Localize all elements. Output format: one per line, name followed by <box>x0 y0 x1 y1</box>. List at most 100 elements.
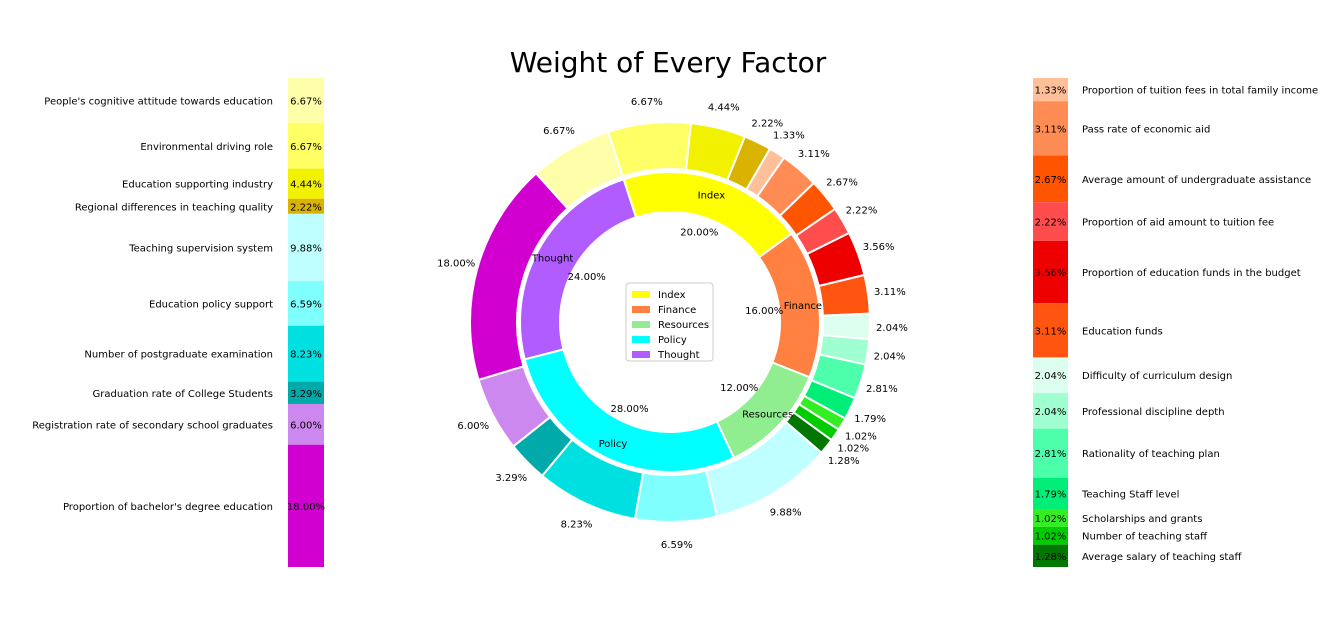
left-bar-segment-regional-differences-in-teaching-quality <box>288 198 324 214</box>
left-bar-name-label: Environmental driving role <box>140 142 273 153</box>
outer-pct-label: 4.44% <box>708 103 740 114</box>
inner-name-label: Finance <box>784 301 822 312</box>
left-bar-segment-registration-rate-of-secondary-school-graduates <box>288 403 324 445</box>
inner-pct-label: 24.00% <box>568 272 606 283</box>
outer-pct-label: 1.33% <box>773 131 805 142</box>
legend-entry-thought: Thought <box>657 350 700 361</box>
right-bar-pct-label: 2.22% <box>1035 218 1067 229</box>
outer-pct-label: 6.59% <box>661 540 693 551</box>
outer-pct-label: 3.56% <box>863 242 895 253</box>
left-bar-name-label: Regional differences in teaching quality <box>75 202 273 213</box>
right-bar-name-label: Scholarships and grants <box>1082 514 1202 525</box>
inner-name-label: Thought <box>531 253 574 264</box>
inner-slice-thought <box>519 178 638 361</box>
legend-entry-index: Index <box>658 290 686 301</box>
right-bar-segment-rationality-of-teaching-plan <box>1033 428 1068 478</box>
right-bar-segment-average-salary-of-teaching-staff <box>1033 544 1068 567</box>
outer-pct-label: 18.00% <box>437 258 475 269</box>
right-bar-segment-number-of-teaching-staff <box>1033 526 1068 545</box>
outer-pct-label: 1.02% <box>837 443 869 454</box>
right-bar-name-label: Average salary of teaching staff <box>1082 552 1242 563</box>
left-bar-name-label: Teaching supervision system <box>128 243 273 254</box>
outer-ring: 6.67% 4.44% 2.22% 1.33% 3.11% 2.67% 2.22% 3.56%… <box>437 97 908 551</box>
right-bar-name-label: Difficulty of curriculum design <box>1082 371 1232 382</box>
left-bar-pct-label: 6.00% <box>290 420 322 431</box>
right-bar-name-label: Education funds <box>1082 326 1163 337</box>
outer-pct-label: 2.67% <box>826 178 858 189</box>
left-bar-name-label: Graduation rate of College Students <box>92 389 273 400</box>
right-bar-segment-difficulty-of-curriculum-design <box>1033 357 1068 394</box>
left-bar-segment-education-policy-support <box>288 280 324 326</box>
right-bar-pct-label: 3.11% <box>1035 326 1067 337</box>
right-bar-name-label: Number of teaching staff <box>1082 532 1208 543</box>
right-bar-pct-label: 1.79% <box>1035 489 1067 500</box>
right-bar-name-label: Average amount of undergraduate assistan… <box>1082 175 1311 186</box>
inner-pct-label: 12.00% <box>720 383 758 394</box>
legend-entry-resources: Resources <box>658 320 709 331</box>
left-bar-segment-education-supporting-industry <box>288 168 324 199</box>
right-bar-segment-proportion-of-tuition-fees-in-total-family-income <box>1033 78 1068 102</box>
right-bar-segment-education-funds <box>1033 303 1068 358</box>
left-bar-name-label: People's cognitive attitude towards educ… <box>44 97 273 108</box>
right-bar-pct-label: 1.33% <box>1035 86 1067 97</box>
right-bar-segment-pass-rate-of-economic-aid <box>1033 101 1068 156</box>
outer-pct-label: 6.67% <box>543 126 575 137</box>
legend-swatch-policy <box>632 336 650 343</box>
outer-pct-label: 9.88% <box>770 507 802 518</box>
right-bar-pct-label: 2.81% <box>1035 449 1067 460</box>
left-stacked-bar: 6.67% People's cognitive attitude towards… <box>32 78 325 567</box>
outer-pct-label: 1.28% <box>828 456 860 467</box>
chart-title: Weight of Every Factor <box>510 46 827 79</box>
left-bar-segment-graduation-rate-of-college-students <box>288 381 324 404</box>
outer-pct-label: 2.22% <box>751 118 783 129</box>
left-bar-pct-label: 6.67% <box>290 97 322 108</box>
inner-pct-label: 20.00% <box>680 228 718 239</box>
left-bar-pct-label: 6.59% <box>290 299 322 310</box>
right-bar-segment-average-amount-of-undergraduate-assistance <box>1033 155 1068 203</box>
outer-pct-label: 6.00% <box>457 421 489 432</box>
right-bar-name-label: Proportion of tuition fees in total fami… <box>1082 86 1318 97</box>
left-bar-name-label: Education supporting industry <box>122 180 273 191</box>
outer-slice-people-s-cognitive-attitude-towards-education <box>534 130 624 210</box>
right-bar-pct-label: 3.11% <box>1035 124 1067 135</box>
left-bar-name-label: Proportion of bachelor's degree educatio… <box>63 502 273 513</box>
left-bar-name-label: Registration rate of secondary school gr… <box>32 420 273 431</box>
outer-pct-label: 3.11% <box>874 287 906 298</box>
left-bar-pct-label: 6.67% <box>290 142 322 153</box>
left-bar-segment-environmental-driving-role <box>288 123 324 169</box>
inner-pct-label: 16.00% <box>745 306 783 317</box>
right-bar-name-label: Professional discipline depth <box>1082 407 1225 418</box>
left-bar-segment-number-of-postgraduate-examination <box>288 325 324 382</box>
left-bar-segment-teaching-supervision-system <box>288 213 324 281</box>
right-bar-segment-scholarships-and-grants <box>1033 509 1068 527</box>
left-bar-pct-label: 8.23% <box>290 350 322 361</box>
right-bar-pct-label: 3.56% <box>1035 268 1067 279</box>
right-stacked-bar: 1.33% Proportion of tuition fees in total… <box>1033 78 1318 567</box>
right-bar-segment-proportion-of-education-funds-in-the-budget <box>1033 240 1068 304</box>
left-bar-name-label: Number of postgraduate examination <box>84 350 273 361</box>
right-bar-pct-label: 2.04% <box>1035 407 1067 418</box>
inner-name-label: Index <box>698 191 726 202</box>
right-bar-pct-label: 2.67% <box>1035 175 1067 186</box>
left-bar-pct-label: 18.00% <box>287 502 325 513</box>
right-bar-pct-label: 2.04% <box>1035 371 1067 382</box>
legend: Index Finance Resources Policy Thought <box>625 282 714 362</box>
right-bar-name-label: Rationality of teaching plan <box>1082 449 1220 460</box>
right-bar-pct-label: 1.02% <box>1035 514 1067 525</box>
legend-swatch-thought <box>632 351 650 358</box>
outer-pct-label: 3.11% <box>798 149 830 160</box>
legend-swatch-resources <box>632 321 650 328</box>
legend-swatch-index <box>632 291 650 298</box>
left-bar-segment-proportion-of-bachelor-s-degree-education <box>288 444 324 567</box>
outer-pct-label: 1.79% <box>854 414 886 425</box>
outer-pct-label: 6.67% <box>631 97 663 108</box>
inner-name-label: Resources <box>742 410 793 421</box>
right-bar-name-label: Proportion of education funds in the bud… <box>1082 268 1301 279</box>
legend-entry-finance: Finance <box>658 305 696 316</box>
outer-slice-education-policy-support <box>633 469 719 523</box>
left-bar-name-label: Education policy support <box>149 299 273 310</box>
outer-pct-label: 3.29% <box>495 473 527 484</box>
right-bar-segment-proportion-of-aid-amount-to-tuition-fee <box>1033 202 1068 241</box>
legend-entry-policy: Policy <box>658 335 687 346</box>
